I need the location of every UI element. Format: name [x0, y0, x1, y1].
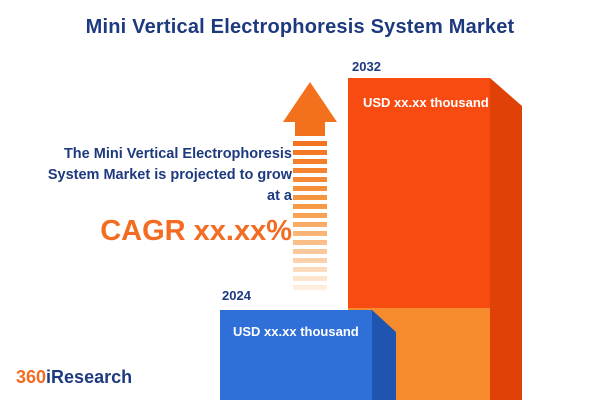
arrow-head [283, 82, 337, 122]
growth-arrow-icon [283, 82, 337, 290]
bar-2024-side [372, 310, 396, 400]
annotation-block: The Mini Vertical Electrophoresis System… [10, 144, 292, 248]
page-title: Mini Vertical Electrophoresis System Mar… [85, 16, 515, 38]
bar-2024 [220, 310, 396, 400]
bar-2024-front [220, 310, 372, 400]
bar-2032-year-label: 2032 [352, 59, 381, 74]
brand-logo: 360iResearch [16, 367, 132, 388]
bar-2024-year-label: 2024 [222, 288, 251, 303]
bar-2032-value-label: USD xx.xx thousand [363, 95, 489, 110]
annotation-text: The Mini Vertical Electrophoresis System… [47, 146, 292, 205]
bar-2032-side [490, 78, 522, 400]
arrow-stem [295, 122, 325, 136]
brand-logo-iresearch: iResearch [46, 367, 133, 387]
bar-2024-value-label: USD xx.xx thousand [233, 324, 359, 339]
brand-logo-360: 360 [16, 367, 47, 387]
cagr-value: CAGR xx.xx% [100, 215, 292, 248]
arrow-stripes [293, 141, 327, 290]
